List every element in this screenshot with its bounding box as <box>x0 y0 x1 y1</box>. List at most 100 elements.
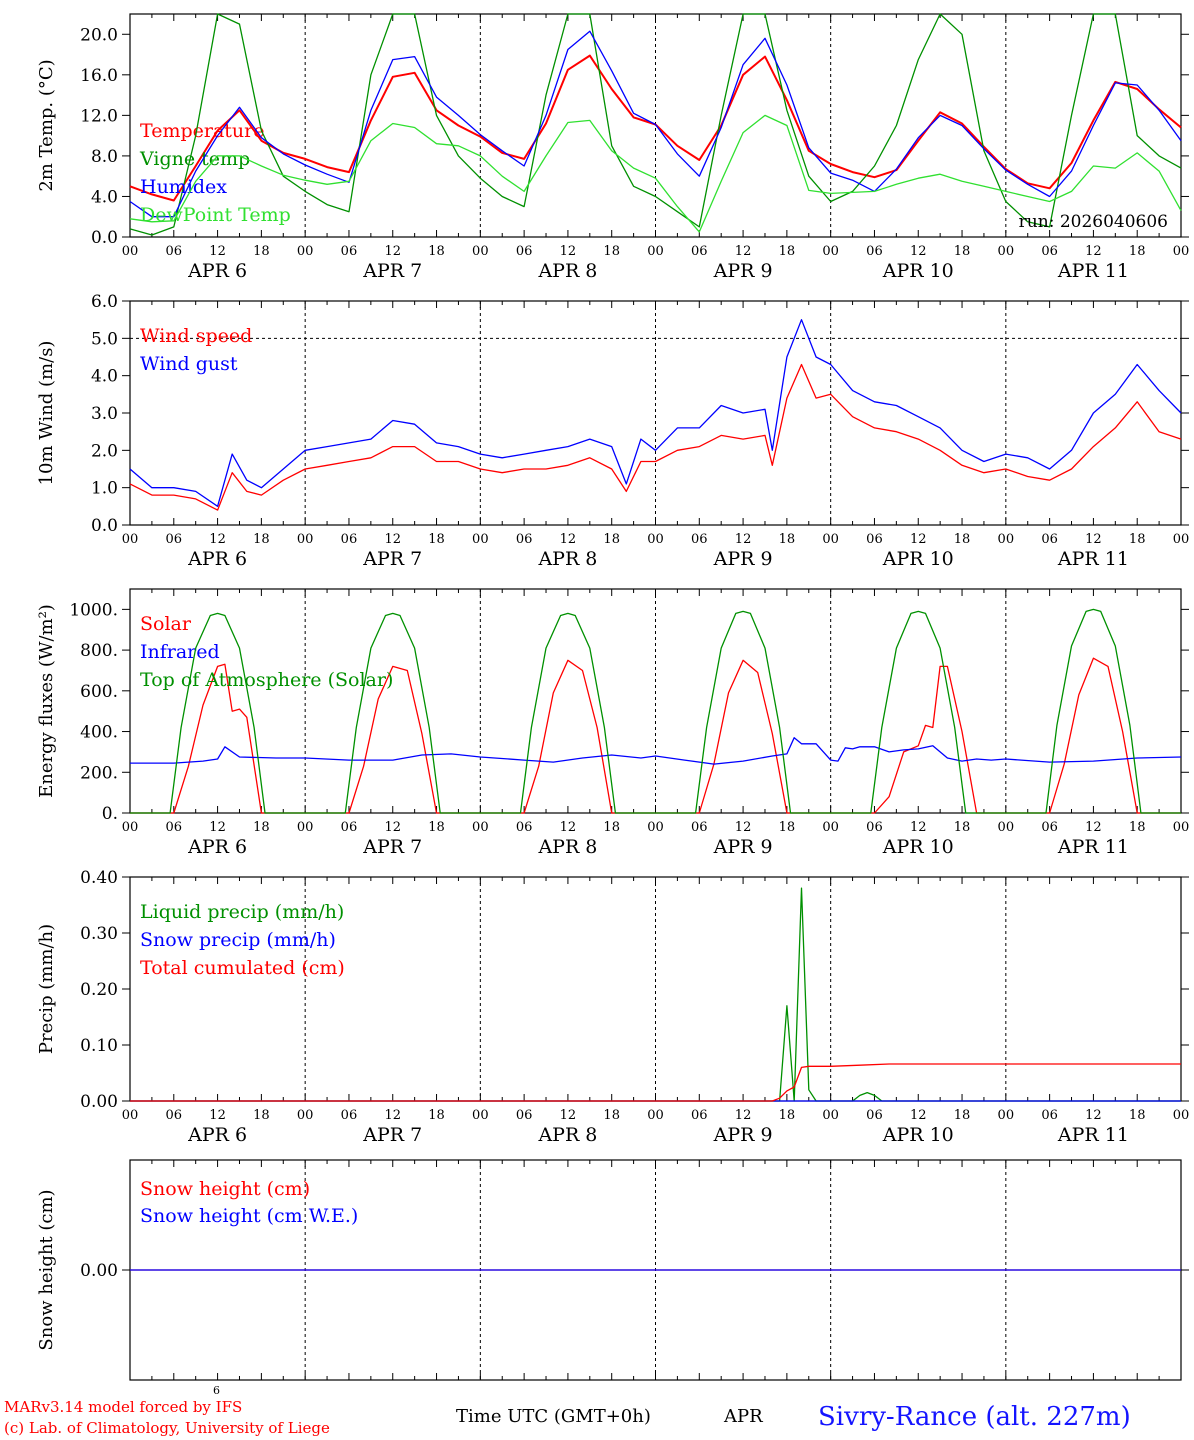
hour-tick-label: 06 <box>166 532 183 547</box>
day-label: APR 6 <box>187 548 247 570</box>
hour-tick-label: 18 <box>954 820 971 835</box>
hour-tick-label: 06 <box>866 820 883 835</box>
hour-tick-label: 18 <box>1129 820 1146 835</box>
hour-tick-label: 12 <box>735 820 752 835</box>
hour-tick-label: 00 <box>472 244 489 259</box>
hour-tick-label: 00 <box>1173 532 1190 547</box>
hour-tick-label: 06 <box>866 532 883 547</box>
hour-tick-label: 00 <box>822 244 839 259</box>
hour-tick-label: 06 <box>516 244 533 259</box>
hour-tick-label: 06 <box>1041 820 1058 835</box>
hour-tick-label: 06 <box>1041 244 1058 259</box>
hour-tick-label: 06 <box>341 1108 358 1123</box>
legend-entry: Snow precip (mm/h) <box>140 929 336 951</box>
day-label: APR 9 <box>713 260 773 282</box>
hour-tick-label: 00 <box>822 1108 839 1123</box>
y-tick-label: 200. <box>80 763 118 783</box>
footer-credit-model: MARv3.14 model forced by IFS <box>4 1398 243 1416</box>
hour-tick-label: 06 <box>1041 532 1058 547</box>
hour-tick-label: 18 <box>253 820 270 835</box>
hour-tick-label: 12 <box>735 244 752 259</box>
day-label: APR 11 <box>1057 548 1129 570</box>
day-label: APR 11 <box>1057 260 1129 282</box>
y-tick-label: 0.30 <box>80 924 118 944</box>
hour-tick-label: 00 <box>647 532 664 547</box>
hour-tick-label: 12 <box>1085 244 1102 259</box>
series-line-humidex <box>129 30 1182 218</box>
day-label: APR 9 <box>713 1124 773 1146</box>
legend-entry: Top of Atmosphere (Solar) <box>140 669 393 691</box>
hour-tick-label: 00 <box>297 532 314 547</box>
day-label: APR 9 <box>713 836 773 858</box>
legend-entry: Temperature <box>140 120 264 142</box>
hour-tick-label: 06 <box>166 1108 183 1123</box>
legend-entry: Snow height (cm) <box>140 1178 310 1200</box>
hour-tick-label: 12 <box>384 1108 401 1123</box>
y-tick-label: 5.0 <box>91 329 118 349</box>
hour-tick-label: 00 <box>297 1108 314 1123</box>
hour-tick-label: 12 <box>209 1108 226 1123</box>
hour-tick-label: 06 <box>691 244 708 259</box>
hour-tick-label: 00 <box>472 1108 489 1123</box>
hour-tick-label: 18 <box>253 532 270 547</box>
y-tick-label: 0.0 <box>91 228 118 248</box>
day-label: APR 7 <box>362 548 422 570</box>
series-line-total-cumulated-cm <box>130 1063 1181 1102</box>
series-line-infrared <box>130 737 1182 765</box>
y-axis-label: 2m Temp. (°C) <box>36 59 57 191</box>
hour-tick-label: 18 <box>1129 532 1146 547</box>
hour-tick-label: 06 <box>691 1108 708 1123</box>
hour-tick-label: 12 <box>1085 820 1102 835</box>
legend-entry: Total cumulated (cm) <box>140 957 345 979</box>
day-label: APR 10 <box>882 1124 954 1146</box>
y-tick-label: 800. <box>80 641 118 661</box>
y-tick-label: 12.0 <box>80 106 118 126</box>
hour-tick-label: 06 <box>341 532 358 547</box>
y-tick-label: 16.0 <box>80 66 118 86</box>
hour-tick-label: 12 <box>209 532 226 547</box>
y-tick-label: 3.0 <box>91 404 118 424</box>
y-tick-label: 20.0 <box>80 25 118 45</box>
hour-tick-label: 18 <box>954 1108 971 1123</box>
y-axis-label: Energy fluxes (W/m²) <box>36 604 57 798</box>
y-tick-label: 0.10 <box>80 1036 118 1056</box>
hour-tick-label: 00 <box>998 244 1015 259</box>
hour-tick-label: 00 <box>822 532 839 547</box>
hour-tick-label: 00 <box>122 532 139 547</box>
hour-tick-label: 00 <box>122 820 139 835</box>
hour-tick-label: 00 <box>1173 1108 1190 1123</box>
hour-tick-label: 18 <box>253 1108 270 1123</box>
hour-tick-label: 18 <box>603 1108 620 1123</box>
hour-tick-label: 00 <box>647 244 664 259</box>
hour-tick-label: 00 <box>472 820 489 835</box>
legend-entry: Liquid precip (mm/h) <box>140 901 344 923</box>
legend-entry: Snow height (cm W.E.) <box>140 1205 358 1227</box>
y-axis-label: Snow height (cm) <box>36 1189 57 1350</box>
y-axis-label: 10m Wind (m/s) <box>36 341 57 486</box>
series-line-wind-gust <box>129 319 1182 507</box>
hour-tick-label: 00 <box>122 1108 139 1123</box>
panel-4: 00 06 12 18 00 06 12 18 00 06 12 18 00 06 12 18 00 06 12 18… <box>36 868 1189 1146</box>
legend-entry: Vigne temp <box>139 148 250 170</box>
hour-tick-label: 06 <box>166 244 183 259</box>
hour-tick-label: 00 <box>998 1108 1015 1123</box>
hour-tick-label: 18 <box>428 820 445 835</box>
hour-tick-label: 18 <box>779 820 796 835</box>
y-tick-label: 400. <box>80 723 118 743</box>
y-tick-label: 600. <box>80 682 118 702</box>
hour-tick-label: 18 <box>779 1108 796 1123</box>
day-label: APR 7 <box>362 1124 422 1146</box>
panel-3: 00 06 12 18 00 06 12 18 00 06 12 18 00 06 12 18 00 06 12 18… <box>36 588 1190 858</box>
legend-entry: DewPoint Temp <box>140 204 291 226</box>
hour-tick-label: 00 <box>1173 244 1190 259</box>
hour-tick-label: 18 <box>428 1108 445 1123</box>
hour-tick-label: 00 <box>297 244 314 259</box>
day-label: APR 7 <box>362 836 422 858</box>
panel-frame <box>129 300 1182 526</box>
hour-tick-label: 18 <box>603 820 620 835</box>
day-label: APR 8 <box>537 1124 597 1146</box>
hour-tick-label: 00 <box>998 532 1015 547</box>
hour-tick-label: 06 <box>341 244 358 259</box>
hour-tick-label: 00 <box>1173 820 1190 835</box>
